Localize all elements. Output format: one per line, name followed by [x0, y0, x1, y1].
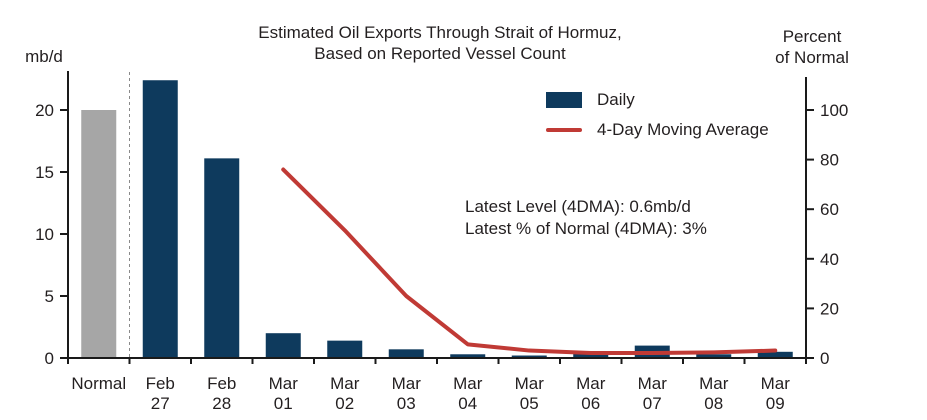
right-axis-tick-label: 40: [820, 250, 839, 269]
legend-daily-swatch: [546, 92, 582, 108]
left-axis-tick-label: 0: [45, 349, 54, 368]
daily-bar: [573, 353, 609, 358]
x-category-label: 08: [704, 394, 723, 413]
x-category-label: 04: [458, 394, 477, 413]
left-axis-tick-label: 5: [45, 287, 54, 306]
chart-title: Estimated Oil Exports Through Strait of …: [190, 22, 690, 64]
daily-bar: [757, 351, 793, 358]
x-category-label: Normal: [71, 374, 126, 393]
x-category-label: Mar: [699, 374, 729, 393]
right-axis-unit-line2: of Normal: [775, 48, 849, 67]
daily-bar: [450, 354, 486, 358]
left-axis-tick-label: 20: [35, 101, 54, 120]
right-axis-unit-label: Percent of Normal: [768, 26, 856, 68]
right-axis-tick-label: 80: [820, 151, 839, 170]
legend: Daily 4-Day Moving Average: [546, 90, 769, 140]
x-category-label: Mar: [330, 374, 360, 393]
annotation-line2: Latest % of Normal (4DMA): 3%: [465, 218, 707, 238]
right-axis-tick-label: 60: [820, 200, 839, 219]
x-category-label: 01: [274, 394, 293, 413]
x-category-label: 09: [766, 394, 785, 413]
right-axis-tick-label: 20: [820, 299, 839, 318]
moving-average-line: [281, 167, 778, 356]
daily-bar: [204, 158, 240, 358]
x-category-label: 06: [581, 394, 600, 413]
left-axis-tick-label: 10: [35, 225, 54, 244]
daily-bar: [142, 80, 178, 359]
legend-ma-swatch: [546, 128, 582, 132]
left-axis-unit-label: mb/d: [25, 47, 63, 66]
daily-bar: [511, 355, 547, 358]
x-category-label: Mar: [453, 374, 483, 393]
right-axis-unit-line1: Percent: [782, 27, 842, 46]
x-category-label: Mar: [392, 374, 422, 393]
legend-ma-label: 4-Day Moving Average: [597, 120, 769, 139]
x-category-label: 03: [397, 394, 416, 413]
x-category-label: 02: [335, 394, 354, 413]
x-category-label: Mar: [269, 374, 299, 393]
x-category-label: Mar: [638, 374, 668, 393]
normal-bar: [81, 110, 117, 358]
chart-title-line1: Estimated Oil Exports Through Strait of …: [258, 23, 622, 42]
daily-bar: [265, 333, 301, 358]
x-category-label: 05: [520, 394, 539, 413]
x-category-label: Feb: [207, 374, 236, 393]
chart-title-line2: Based on Reported Vessel Count: [314, 44, 566, 63]
annotation-line1: Latest Level (4DMA): 0.6mb/d: [465, 197, 691, 216]
x-category-label: Mar: [576, 374, 606, 393]
daily-bar: [388, 349, 424, 358]
right-axis-tick-label: 100: [820, 101, 848, 120]
x-category-label: 27: [151, 394, 170, 413]
x-category-label: Mar: [515, 374, 545, 393]
annotation: Latest Level (4DMA): 0.6mb/d Latest % of…: [465, 196, 707, 239]
x-category-label: Feb: [146, 374, 175, 393]
legend-item-moving-average: 4-Day Moving Average: [546, 120, 769, 140]
daily-bar: [327, 340, 363, 358]
daily-bar: [696, 354, 732, 358]
x-category-label: 07: [643, 394, 662, 413]
right-axis-tick-label: 0: [820, 349, 829, 368]
x-category-label: 28: [212, 394, 231, 413]
left-axis-tick-label: 15: [35, 163, 54, 182]
x-category-label: Mar: [761, 374, 791, 393]
legend-daily-label: Daily: [597, 90, 635, 109]
legend-item-daily: Daily: [546, 90, 769, 110]
